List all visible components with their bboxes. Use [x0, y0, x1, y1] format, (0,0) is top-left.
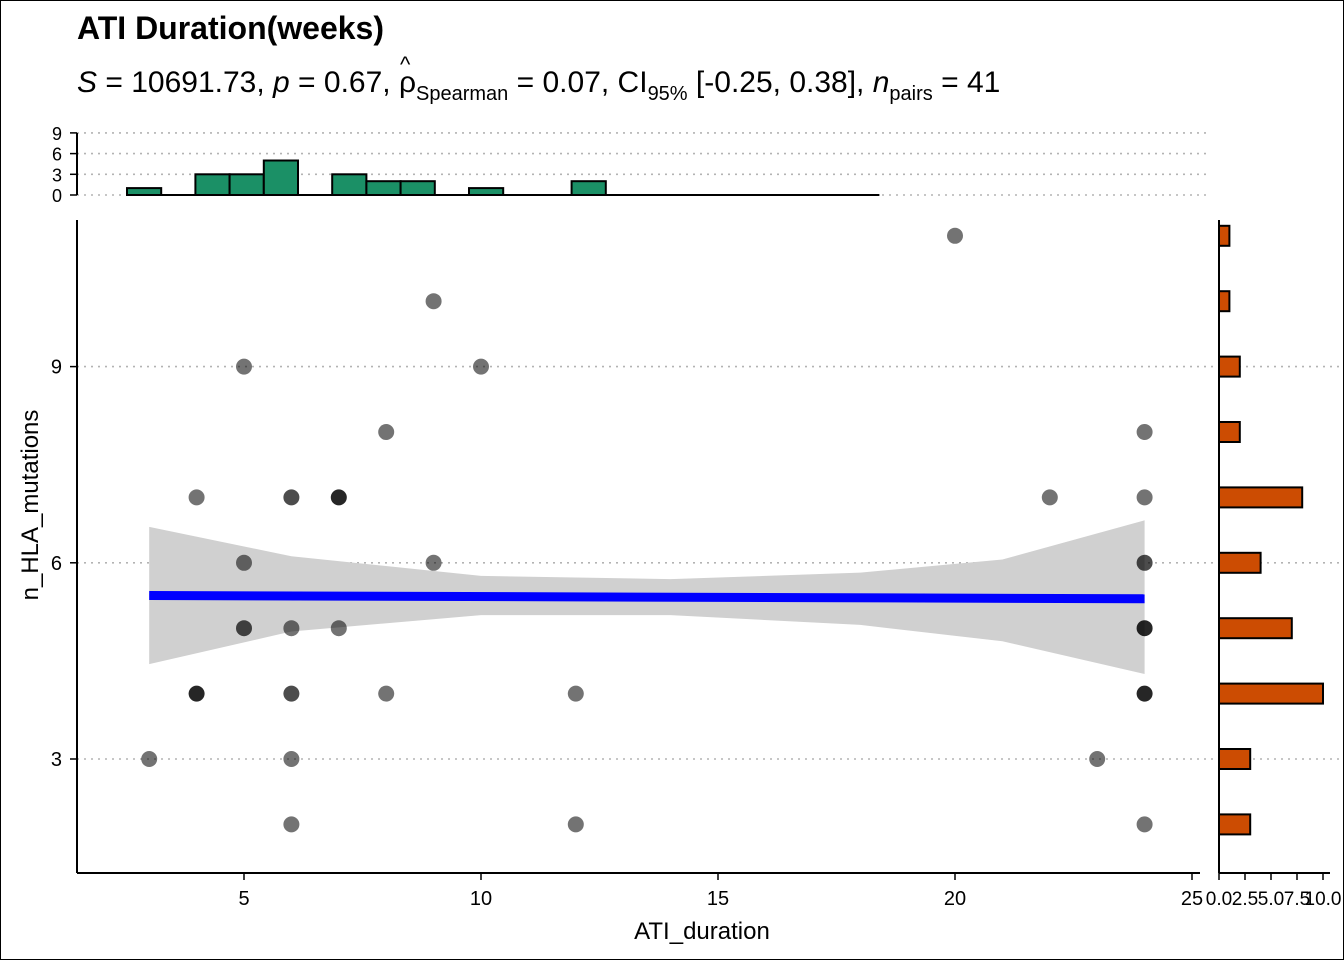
top-hist-bar [228, 173, 265, 197]
scatter-point [1136, 424, 1153, 440]
scatter-point [947, 227, 963, 244]
scatter-point [141, 751, 158, 767]
scatter-point [1136, 685, 1153, 702]
scatter-point [378, 424, 395, 440]
n-subscript: pairs [889, 83, 933, 105]
x-tick-label: 20 [944, 888, 966, 910]
right-hist-bar [1218, 551, 1262, 574]
scatter-point [1089, 751, 1106, 767]
scatter-point [1136, 620, 1153, 637]
top-hist-bar [570, 180, 607, 196]
y-tick-label: 3 [51, 749, 62, 771]
n-value: = 41 [932, 66, 1001, 99]
scatter-point [1136, 554, 1153, 571]
y-axis-title: n_HLA_mutations [17, 410, 44, 601]
scatter-point [378, 685, 395, 702]
ci-subscript: 95% [647, 83, 688, 105]
top-hist-tick-label: 6 [52, 145, 62, 165]
right-hist-tick-label: 5.0 [1258, 889, 1284, 910]
p-value: = 0.67, [289, 66, 399, 99]
x-tick-label: 25 [1181, 888, 1203, 910]
top-hist-bar [399, 180, 436, 196]
x-axis-title: ATI_duration [634, 918, 770, 945]
y-tick-label: 6 [51, 553, 62, 575]
top-hist-bar [468, 187, 505, 197]
top-hist-bar [331, 173, 368, 197]
rho-symbol: ^ ρ [398, 52, 417, 99]
right-hist-bar [1218, 617, 1293, 640]
scatter-point [1136, 816, 1153, 833]
scatter-point [236, 358, 252, 375]
regression-line [149, 591, 1145, 604]
right-hist-bar [1218, 682, 1324, 705]
y-tick-label: 9 [51, 357, 62, 379]
right-hist-bar [1218, 748, 1252, 770]
scatter-point [188, 685, 205, 702]
x-tick-label: 10 [470, 888, 492, 910]
scatter-point [283, 620, 300, 637]
scatter-point [1041, 489, 1058, 506]
scatter-point [567, 816, 584, 833]
right-hist-bar [1218, 813, 1252, 836]
n-label: n [872, 66, 890, 99]
s-value: = 10691.73, [97, 66, 274, 99]
top-hist-tick-label: 3 [52, 165, 62, 185]
rho-subscript: Spearman [416, 83, 509, 105]
scatter-point [567, 685, 584, 702]
scatter-point [283, 489, 300, 506]
right-hist-bar [1218, 290, 1231, 313]
scatter-point [236, 554, 252, 571]
top-hist-bar [365, 180, 402, 196]
scatter-point [330, 620, 347, 637]
scatter-point [330, 489, 347, 506]
right-hist-tick-label: 10.0 [1305, 889, 1342, 910]
scatter-point [1136, 489, 1153, 506]
rho-value: = 0.07, CI [508, 66, 648, 99]
scatter-point [425, 554, 442, 571]
right-hist-bar [1218, 355, 1241, 378]
top-hist-bar [126, 187, 163, 197]
scatter-point [188, 489, 205, 506]
scatter-point [283, 816, 300, 833]
chart-subtitle: S = 10691.73, p = 0.67, ^ ρSpearman = 0.0… [77, 52, 1001, 106]
scatter-point [283, 751, 300, 767]
scatter-point [283, 685, 300, 702]
x-tick-label: 5 [238, 888, 249, 910]
right-hist-tick-label: 0.0 [1206, 889, 1232, 910]
ci-value: [-0.25, 0.38], [687, 66, 873, 99]
p-label: p [273, 66, 290, 99]
s-label: S [77, 66, 98, 99]
right-hist-bar [1218, 421, 1241, 443]
right-hist-bar [1218, 486, 1304, 509]
right-hist-tick-label: 7.5 [1284, 889, 1310, 910]
x-tick-label: 15 [707, 888, 729, 910]
scatter-point [473, 358, 489, 375]
chart-title: ATI Duration(weeks) [77, 10, 384, 46]
scatter-point [236, 620, 252, 637]
top-hist-tick-label: 0 [52, 186, 62, 206]
scatter-point [425, 293, 442, 310]
top-hist-tick-label: 9 [52, 124, 62, 144]
top-hist-bar [262, 159, 299, 196]
right-hist-bar [1218, 224, 1231, 247]
right-hist-tick-label: 2.5 [1232, 889, 1258, 910]
top-hist-bar [194, 173, 231, 197]
